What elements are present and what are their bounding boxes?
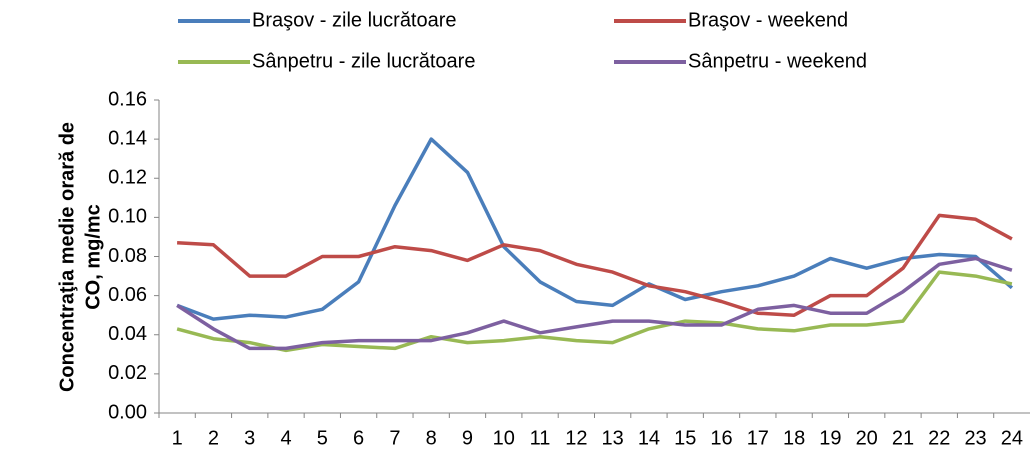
legend-label: Sânpetru - weekend [688, 50, 867, 72]
x-tick-label: 13 [602, 427, 624, 449]
y-tick-label: 0.16 [108, 88, 147, 110]
x-tick-label: 10 [493, 427, 515, 449]
y-tick-label: 0.12 [108, 167, 147, 189]
x-tick-label: 7 [389, 427, 400, 449]
x-tick-label: 12 [565, 427, 587, 449]
x-tick-label: 2 [208, 427, 219, 449]
x-tick-label: 9 [462, 427, 473, 449]
y-tick-label: 0.06 [108, 284, 147, 306]
y-tick-label: 0.10 [108, 206, 147, 228]
y-tick-label: 0.14 [108, 127, 147, 149]
x-tick-label: 15 [674, 427, 696, 449]
x-tick-label: 23 [964, 427, 986, 449]
legend-label: Sânpetru - zile lucrătoare [252, 50, 475, 72]
x-tick-label: 11 [530, 427, 551, 449]
y-axis-title: Concentraţia medie orară de CO, mg/mc [56, 122, 104, 392]
x-tick-label: 21 [892, 427, 914, 449]
series-line [177, 213, 1013, 317]
x-tick-label: 1 [172, 427, 183, 449]
y-tick-label: 0.08 [108, 245, 147, 267]
y-tick-label: 0.04 [108, 323, 147, 345]
x-tick-label: 14 [638, 427, 660, 449]
x-tick-label: 20 [856, 427, 878, 449]
x-tick-label: 3 [244, 427, 255, 449]
x-tick-label: 8 [426, 427, 437, 449]
y-tick-label: 0.02 [108, 362, 147, 384]
x-tick-label: 17 [747, 427, 769, 449]
x-tick-label: 24 [1001, 427, 1023, 449]
series-line [176, 137, 1014, 321]
y-axis-title-line: Concentraţia medie orară de [56, 122, 78, 392]
x-tick-label: 16 [710, 427, 732, 449]
x-tick-label: 22 [928, 427, 950, 449]
legend-label: Braşov - zile lucrătoare [252, 9, 457, 31]
series-line [176, 256, 1013, 351]
x-tick-label: 4 [280, 427, 291, 449]
x-tick-label: 5 [317, 427, 328, 449]
x-tick-label: 19 [819, 427, 841, 449]
series-line [176, 270, 1013, 353]
y-tick-label: 0.00 [108, 401, 147, 423]
legend-label: Braşov - weekend [688, 9, 848, 31]
y-axis-title-line: CO, mg/mc [82, 204, 104, 310]
x-tick-label: 18 [783, 427, 805, 449]
x-tick-label: 6 [353, 427, 364, 449]
